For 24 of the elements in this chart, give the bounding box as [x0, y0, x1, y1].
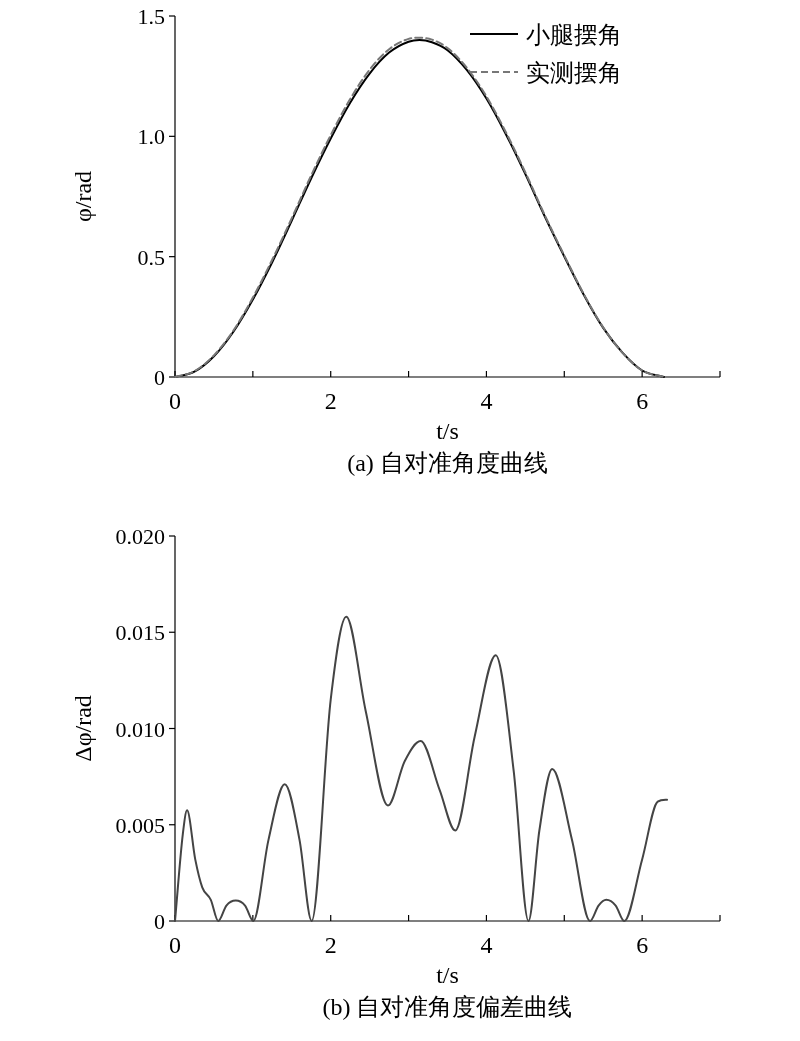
- line-series: [174, 615, 669, 922]
- legend-label: 小腿摆角: [526, 22, 622, 48]
- y-tick-label: 0.005: [115, 812, 165, 838]
- legend-label: 实测摆角: [526, 60, 622, 86]
- text: (a) 自对准角度曲线: [347, 450, 548, 476]
- x-tick-label: 4: [480, 932, 493, 958]
- x-axis-title: t/s: [436, 418, 459, 444]
- text: (b) 自对准角度偏差曲线: [322, 994, 573, 1020]
- y-tick-label: 0: [154, 909, 165, 934]
- y-tick-label: 0.020: [115, 524, 165, 549]
- y-axis-title: Δφ/rad: [70, 695, 96, 762]
- y-tick-label: 0.015: [115, 620, 165, 646]
- y-tick-label: 1.0: [137, 124, 165, 150]
- x-tick-label: 2: [324, 388, 337, 414]
- y-tick-label: 0: [154, 365, 165, 390]
- x-tick-label: 4: [480, 388, 493, 414]
- x-tick-label: 2: [324, 932, 337, 958]
- x-axis-title: t/s: [436, 962, 459, 988]
- y-tick-label: 0.5: [137, 244, 165, 270]
- y-tick-label: 0.010: [115, 716, 165, 742]
- y-axis-title: φ/rad: [70, 170, 96, 223]
- x-tick-label: 6: [636, 932, 649, 958]
- y-tick-label: 1.5: [137, 4, 165, 29]
- x-tick-label: 6: [636, 388, 649, 414]
